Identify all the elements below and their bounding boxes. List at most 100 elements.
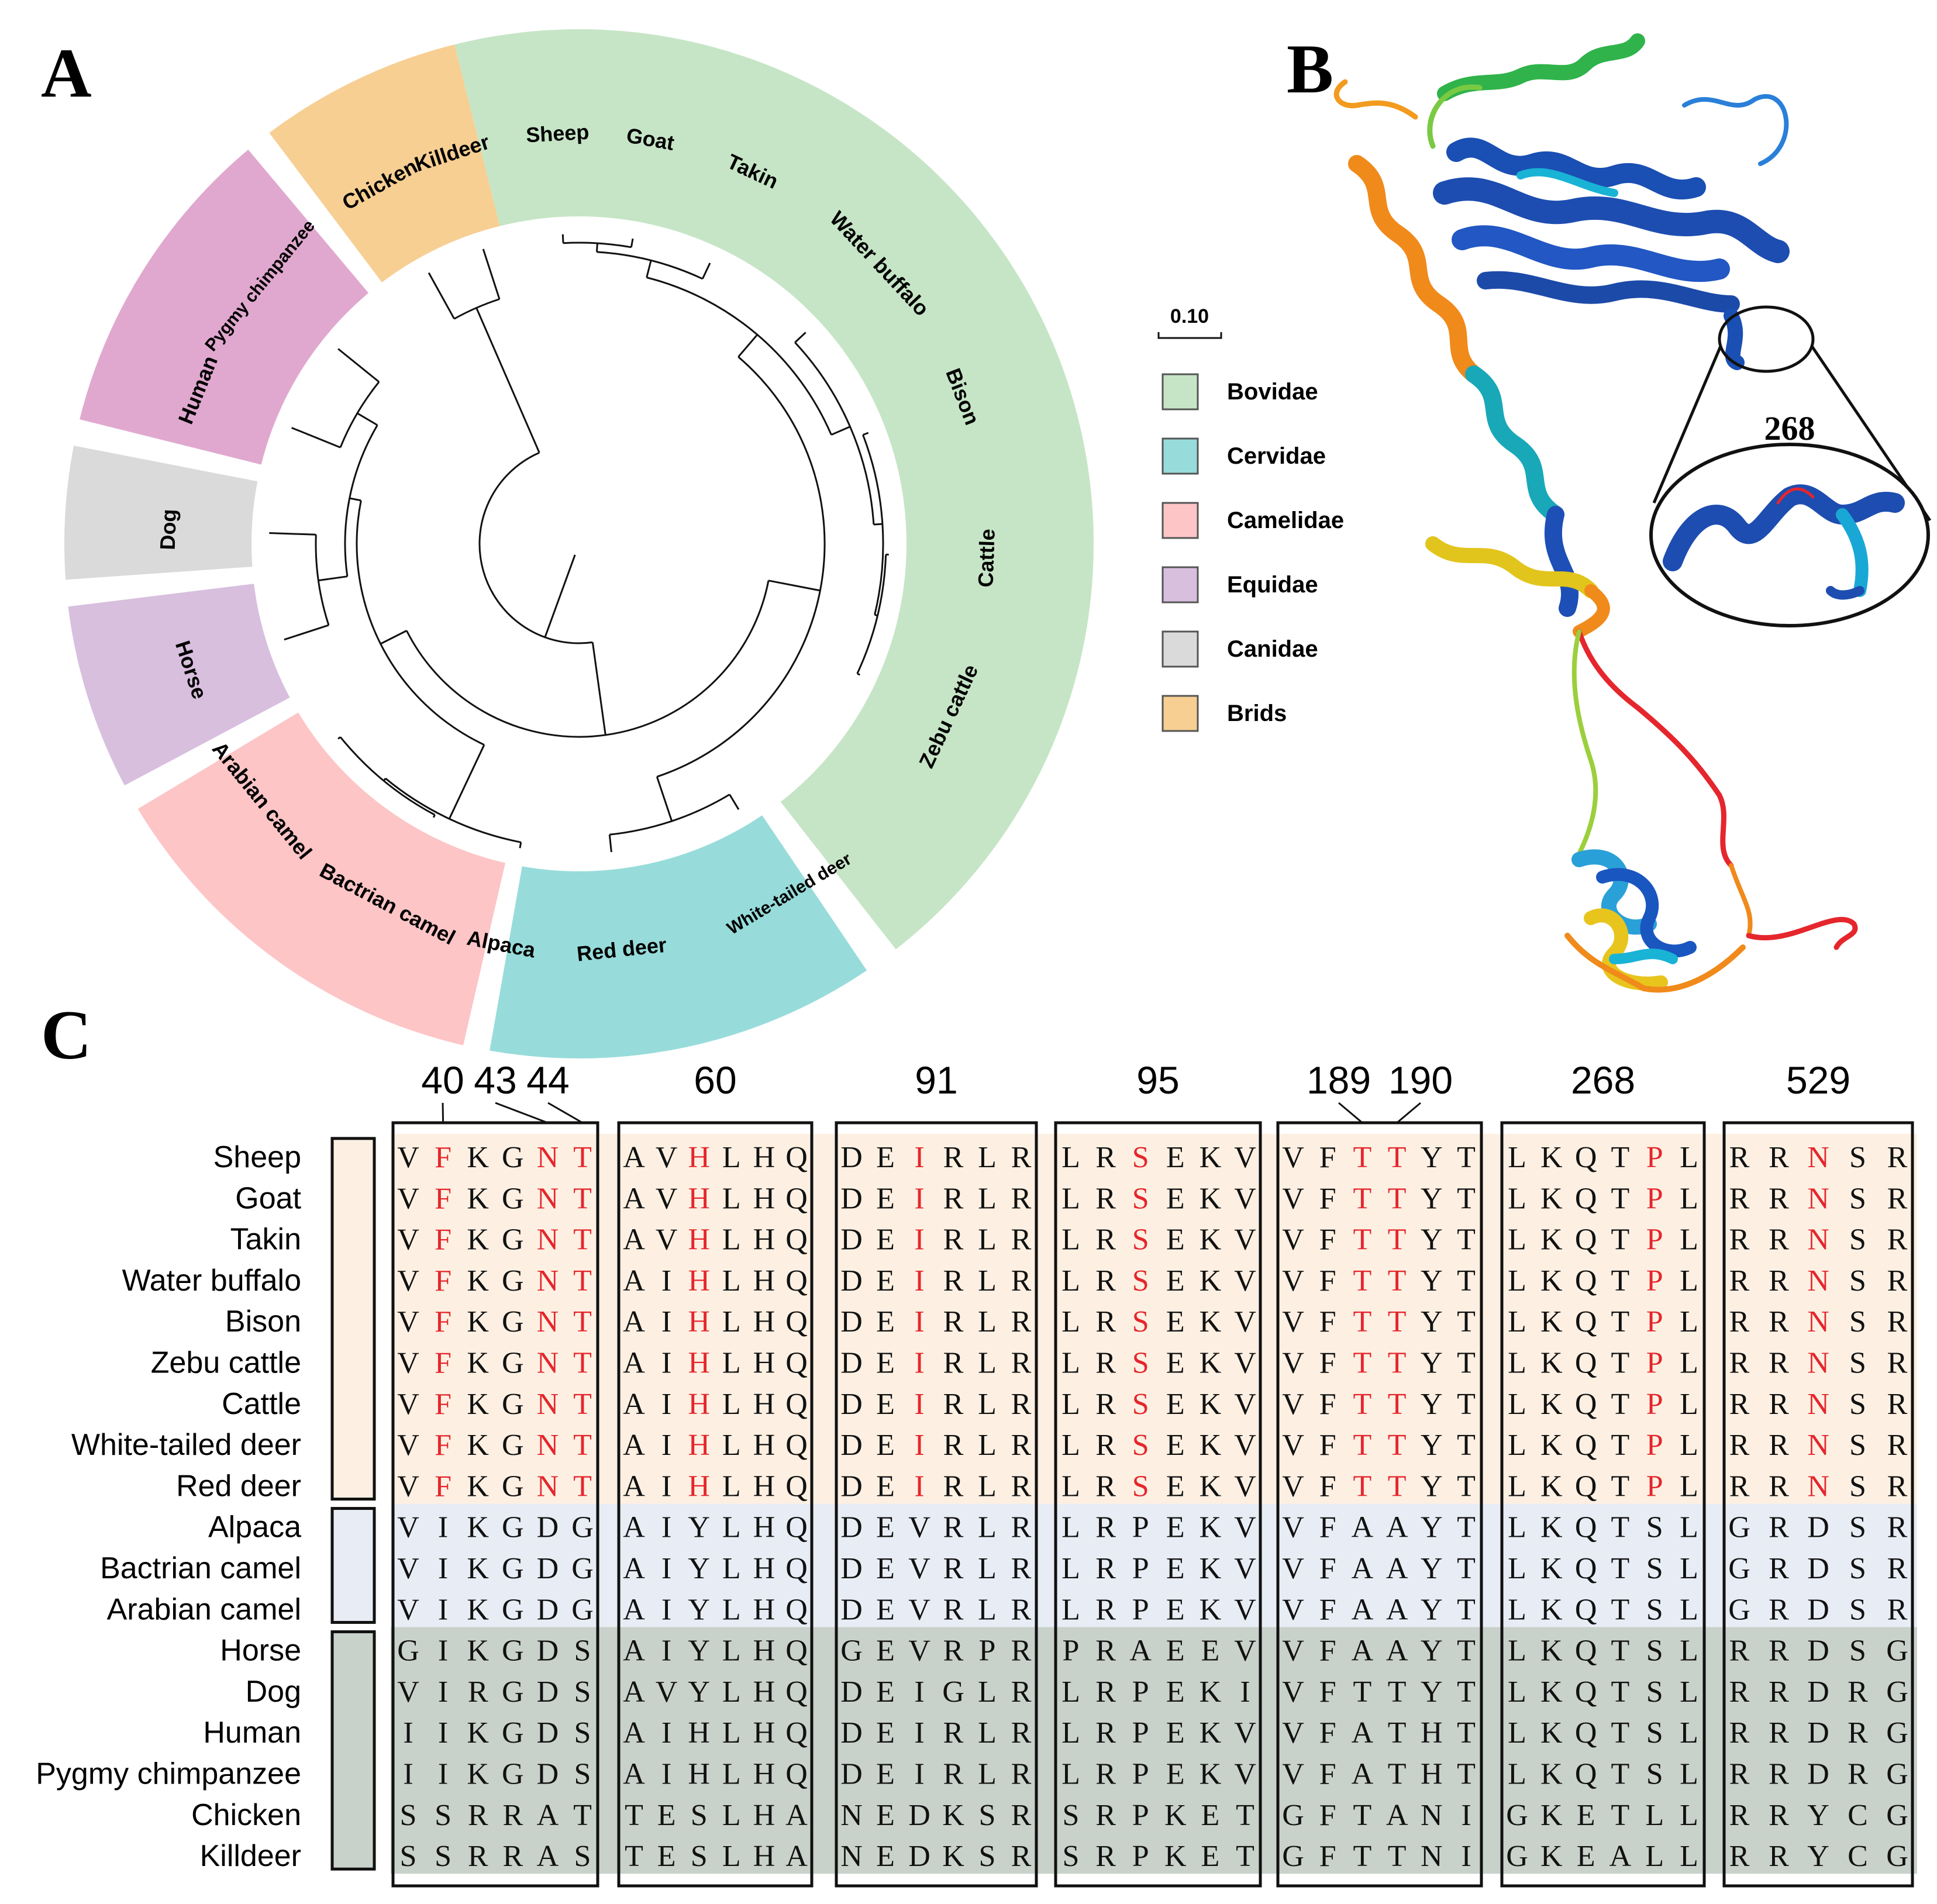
residue: Y — [1421, 1675, 1443, 1709]
residue: T — [1236, 1799, 1254, 1832]
residue: F — [435, 1223, 451, 1257]
residue: F — [1319, 1305, 1336, 1339]
residue: A — [1386, 1799, 1408, 1832]
residue: K — [467, 1511, 489, 1544]
residue: L — [722, 1141, 741, 1174]
residue: Y — [688, 1593, 710, 1626]
residue: D — [1807, 1634, 1829, 1668]
residue: R — [1769, 1182, 1789, 1215]
alignment-species-labels: Sheep Goat Takin Water buffalo Bison Zebu cat… — [36, 1140, 301, 1873]
residue: T — [1611, 1552, 1630, 1585]
residue: S — [1132, 1388, 1149, 1421]
residue: L — [1061, 1141, 1080, 1174]
residue: D — [537, 1675, 559, 1709]
residue: I — [1461, 1799, 1471, 1832]
residue: T — [1353, 1305, 1372, 1339]
block-frame — [1500, 1121, 1706, 1888]
residue: V — [1282, 1511, 1304, 1544]
alignment-block-0: V F K G N TV F K G N TV F K G N TV F K G N TV F K G N TV F K G N TV F K G… — [391, 1058, 599, 1888]
residue: K — [1200, 1223, 1222, 1257]
branch-arc — [794, 342, 875, 525]
residue: I — [914, 1675, 924, 1709]
residue: V — [1234, 1347, 1256, 1380]
residue: N — [537, 1182, 559, 1215]
residue: S — [400, 1840, 417, 1873]
residue: R — [1769, 1305, 1789, 1339]
residue: L — [1508, 1305, 1526, 1339]
residue: L — [978, 1388, 997, 1421]
residue: K — [467, 1593, 489, 1626]
residue: P — [1132, 1840, 1149, 1873]
residue: R — [943, 1388, 964, 1421]
helix-yellow-left — [1425, 536, 1598, 598]
residue: V — [1282, 1470, 1304, 1503]
residue: K — [1540, 1305, 1563, 1339]
residue: F — [435, 1429, 451, 1462]
residue: S — [1132, 1182, 1149, 1215]
residue: D — [537, 1511, 559, 1544]
residue: I — [438, 1634, 448, 1668]
branch-arc — [356, 500, 485, 746]
residue: E — [876, 1223, 895, 1257]
branch-arc — [862, 434, 884, 615]
helix-green-top — [1437, 33, 1645, 101]
scale-bar-line — [1157, 332, 1222, 339]
residue: E — [1166, 1470, 1185, 1503]
residue: R — [1769, 1799, 1789, 1832]
residue: G — [1886, 1840, 1908, 1873]
residue: E — [876, 1470, 895, 1503]
legend-swatch — [1161, 437, 1199, 475]
residue: Q — [785, 1347, 808, 1380]
species-label: Red deer — [176, 1469, 301, 1503]
residue: K — [467, 1347, 489, 1380]
residue: A — [1352, 1758, 1374, 1791]
species-label: Cattle — [222, 1387, 301, 1421]
loop-blue — [1682, 94, 1789, 166]
residue: K — [1164, 1799, 1187, 1832]
residue: Q — [785, 1758, 808, 1791]
residue: R — [1729, 1840, 1750, 1873]
residue: L — [1680, 1429, 1698, 1462]
branch-dog — [269, 532, 316, 536]
residue: V — [1234, 1429, 1256, 1462]
residue: T — [1388, 1223, 1407, 1257]
residue: T — [1388, 1429, 1407, 1462]
residue: T — [1353, 1182, 1372, 1215]
tree-sector-6 — [269, 44, 500, 282]
residue: P — [1646, 1305, 1663, 1339]
residue: T — [1457, 1675, 1476, 1709]
residue: E — [1201, 1840, 1220, 1873]
residue: V — [397, 1223, 419, 1257]
residue: R — [943, 1347, 964, 1380]
residue: D — [1807, 1552, 1829, 1585]
residue: V — [397, 1388, 419, 1421]
residue: S — [1849, 1182, 1866, 1215]
branch-arc — [609, 794, 730, 836]
residue: H — [688, 1141, 710, 1174]
species-label: Goat — [235, 1181, 301, 1215]
residue: R — [943, 1141, 964, 1174]
residue: T — [1457, 1347, 1476, 1380]
residue: H — [688, 1182, 710, 1215]
residue: V — [1282, 1347, 1304, 1380]
residue: V — [656, 1182, 678, 1215]
group-bar-camelids — [330, 1507, 376, 1624]
residue: R — [1011, 1470, 1032, 1503]
residue: S — [1132, 1223, 1149, 1257]
residue: G — [502, 1223, 524, 1257]
residue: T — [1457, 1593, 1476, 1626]
residue: S — [1132, 1470, 1149, 1503]
residue: S — [400, 1799, 417, 1832]
residue: R — [943, 1552, 964, 1585]
residue: Y — [688, 1634, 710, 1668]
residue: L — [722, 1182, 741, 1215]
residue: H — [688, 1470, 710, 1503]
residue: K — [1200, 1347, 1222, 1380]
residue: T — [1457, 1223, 1476, 1257]
branch-internal — [357, 412, 378, 426]
branch-internal — [380, 630, 407, 645]
species-label: Horse — [220, 1634, 301, 1668]
residue: L — [1508, 1758, 1526, 1791]
lower-loop-cyan — [1609, 948, 1678, 964]
